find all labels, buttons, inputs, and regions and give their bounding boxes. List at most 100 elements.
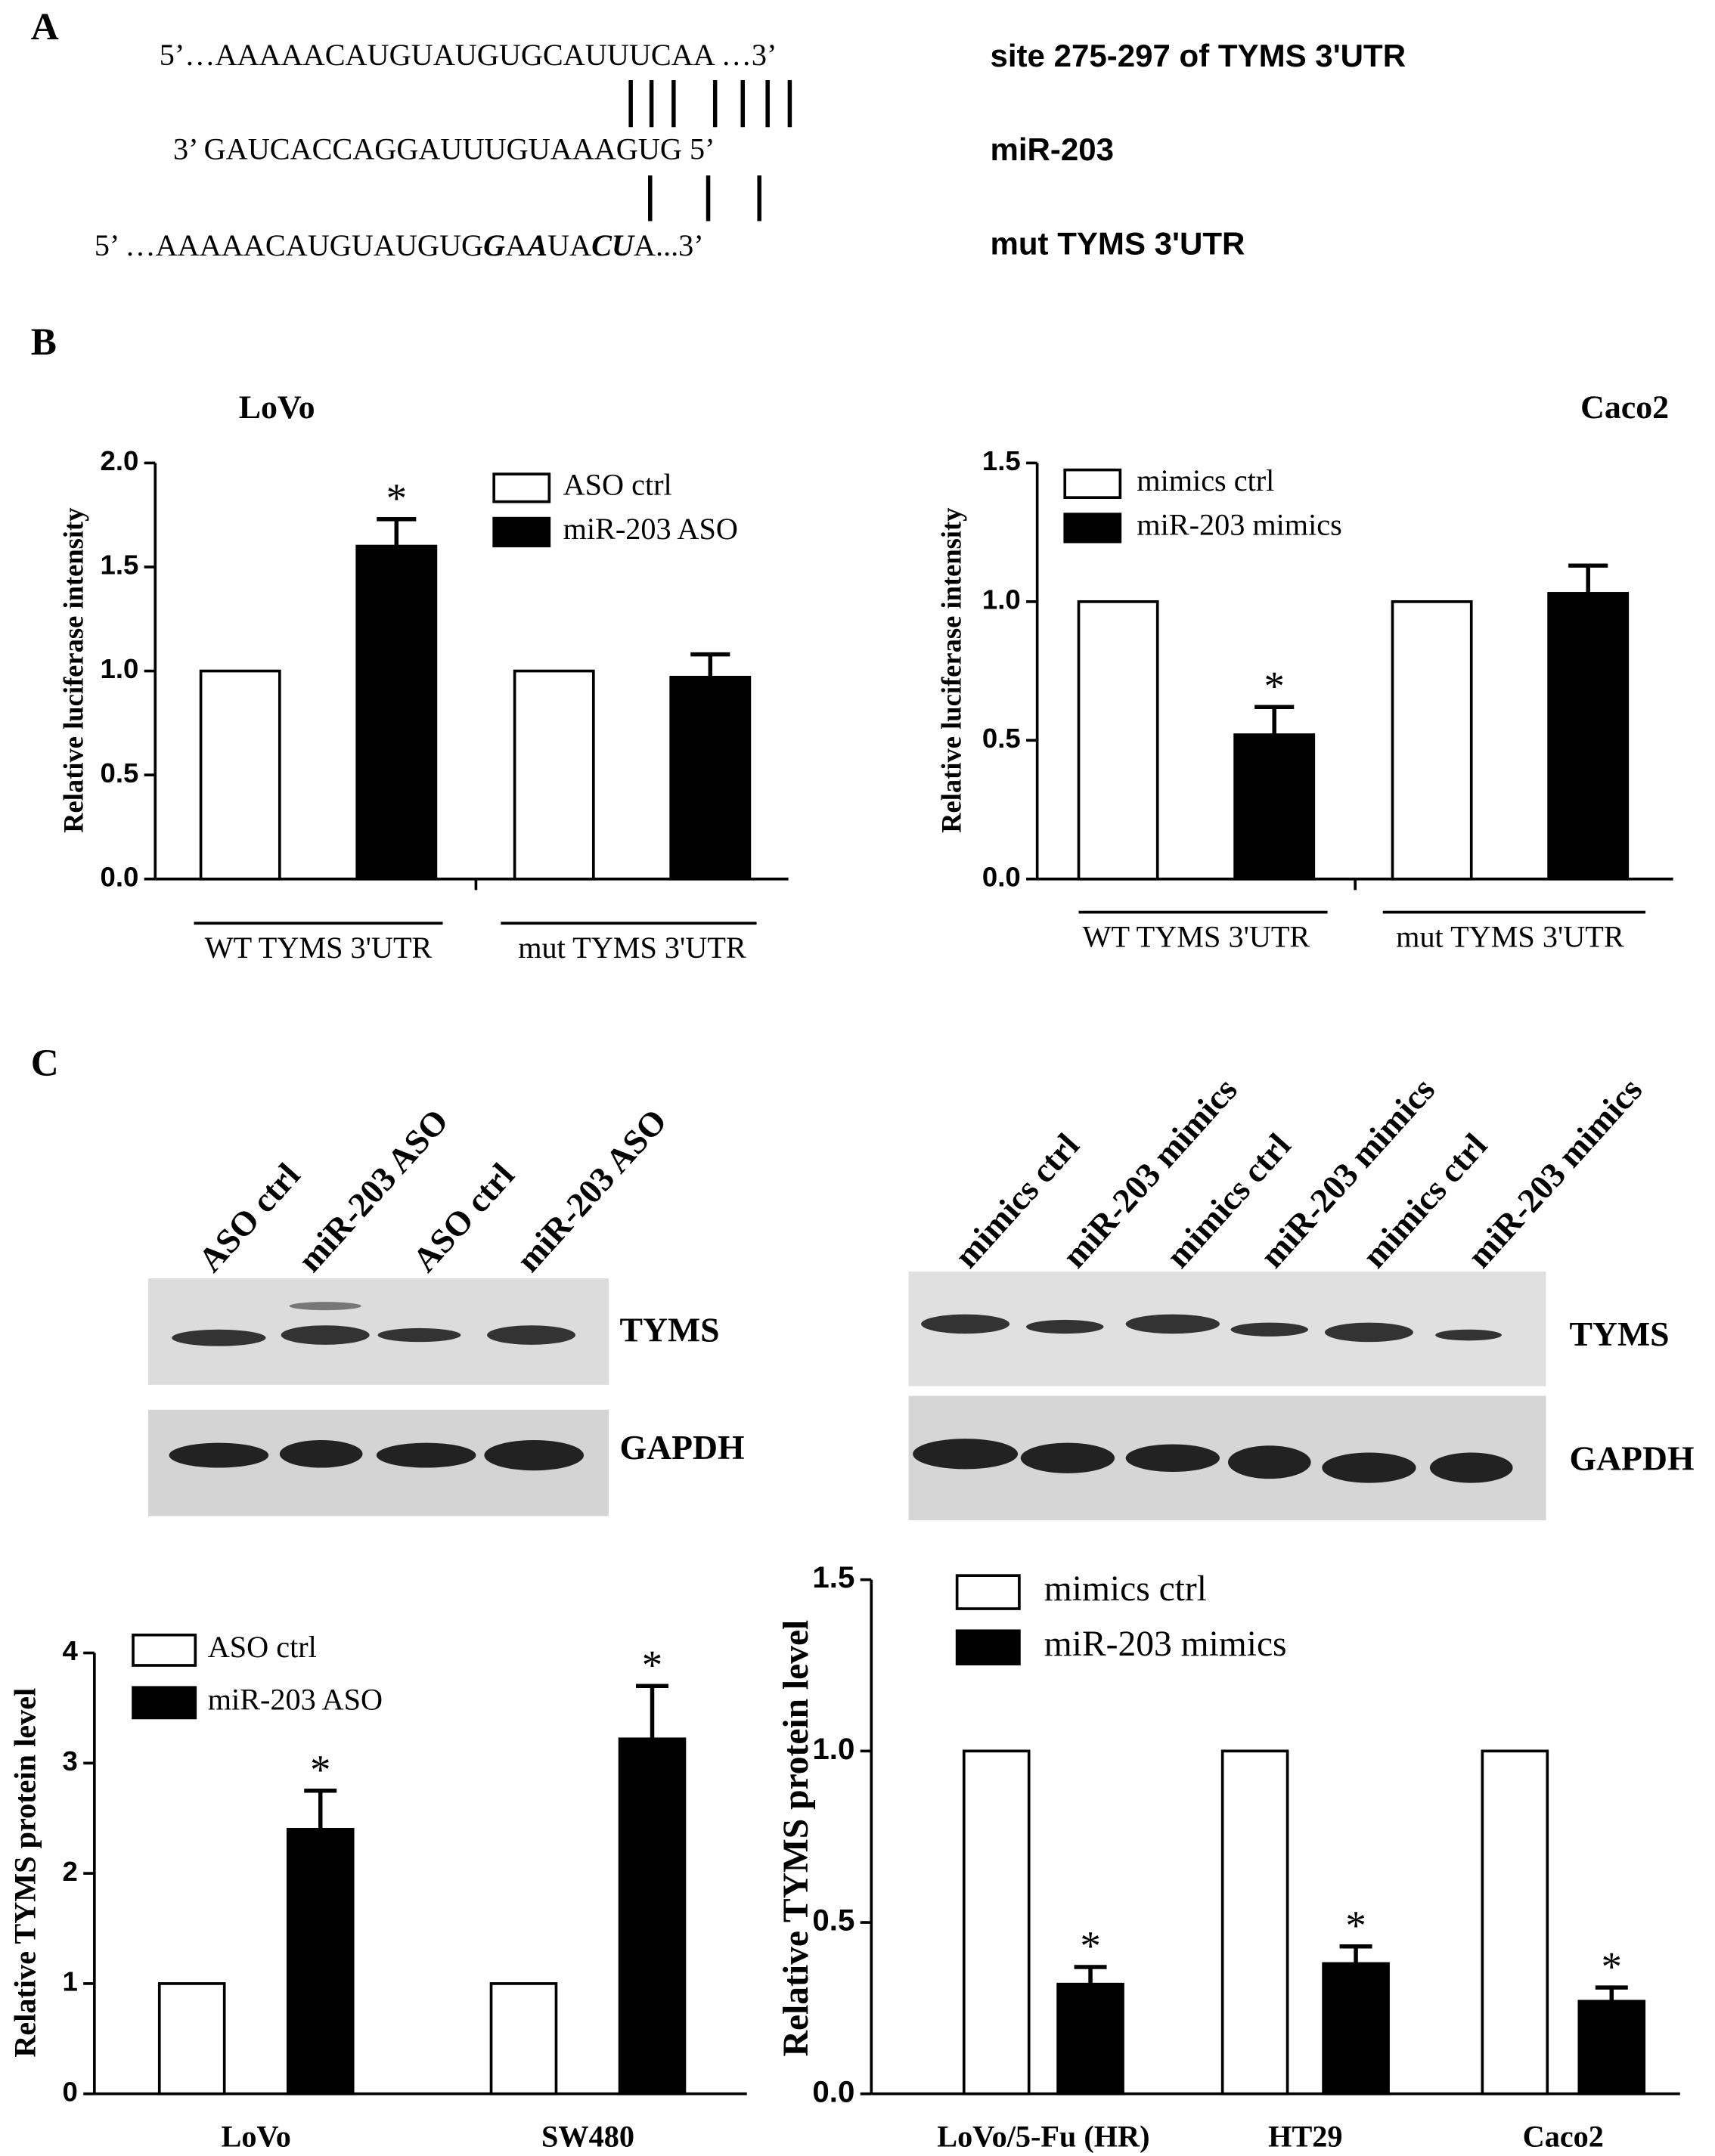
y-tick-label: 2: [63, 1856, 78, 1887]
y-tick-label: 3: [63, 1746, 78, 1777]
panel-label: A: [31, 5, 59, 48]
y-tick-label: 0.0: [812, 2074, 854, 2108]
legend-swatch: [492, 516, 551, 547]
y-tick-label: 1: [63, 1966, 78, 1997]
x-tick-label: LoVo: [222, 2119, 291, 2153]
bands: [921, 1314, 1502, 1343]
blot-row-label: GAPDH: [1570, 1439, 1695, 1478]
bands: [169, 1439, 585, 1471]
error-bar: [1339, 1944, 1372, 1964]
legend-label: miR-203 mimics: [1137, 508, 1341, 542]
significance-mark: *: [642, 1642, 662, 1688]
lane-label: miR-203 ASO: [509, 1101, 675, 1279]
legend-label: mimics ctrl: [1044, 1569, 1207, 1609]
bar-chart: 0.0 0.5 1.0 1.5 Relative TYMS protein level L…: [777, 1560, 1680, 2153]
panel-label: C: [31, 1042, 59, 1085]
y-tick-label: 1.5: [982, 445, 1021, 476]
y-axis-label: Relative luciferase intensity: [935, 508, 966, 833]
error-bar: [636, 1684, 668, 1739]
seq-part: CU: [591, 228, 635, 262]
significance-mark: *: [1345, 1902, 1366, 1948]
blot-right: TYMS GAPDH: [908, 1271, 1695, 1521]
bands: [172, 1302, 576, 1346]
legend-label: ASO ctrl: [563, 468, 672, 502]
bar: [1322, 1962, 1390, 2096]
panel-label: B: [31, 321, 57, 364]
seq-part: G: [483, 228, 505, 262]
seq-part: A: [525, 228, 547, 262]
lane-label: miR-203 mimics: [1459, 1070, 1649, 1275]
bar: [1077, 600, 1159, 881]
y-tick-label: 0: [63, 2076, 78, 2107]
mir-sequence: 3’ GAUCACCAGGAUUUGUAAAGUG 5’: [173, 132, 715, 166]
y-tick-label: 1.0: [982, 584, 1021, 615]
blot-row-label: GAPDH: [620, 1428, 745, 1467]
significance-mark: *: [1264, 663, 1284, 709]
wt-sequence: 5’…AAAAACAUGUAUGUGCAUUUCAA …3’: [160, 38, 777, 72]
bar: [1056, 1982, 1124, 2096]
seq-part: A...3’: [634, 228, 704, 262]
blot-row-label: TYMS: [620, 1311, 720, 1349]
y-tick-label: 0.5: [101, 757, 139, 788]
y-tick-label: 0.0: [101, 861, 139, 892]
bar: [1577, 2000, 1646, 2096]
bar: [157, 1982, 226, 2096]
seq-part: 5’ …AAAAACAUGUAUGUG: [95, 228, 483, 262]
x-tick-label: LoVo/5-Fu (HR): [937, 2119, 1149, 2153]
y-tick-label: 0.5: [812, 1904, 854, 1938]
legend-label: miR-203 ASO: [208, 1683, 383, 1717]
bar: [489, 1982, 558, 2096]
error-bar: [1074, 1965, 1107, 1984]
y-tick-label: 1.5: [101, 550, 139, 581]
legend-swatch: [955, 1629, 1021, 1665]
y-tick-label: 1.0: [101, 653, 139, 684]
legend-label: ASO ctrl: [208, 1630, 317, 1664]
bar: [199, 669, 281, 881]
error-bar: [1568, 563, 1608, 593]
legend-swatch: [132, 1686, 197, 1720]
bar: [618, 1737, 687, 2096]
y-tick-label: 2.0: [101, 445, 139, 476]
legend-label: miR-203 mimics: [1044, 1625, 1287, 1664]
x-tick-label: mut TYMS 3'UTR: [1396, 919, 1624, 953]
significance-mark: *: [1080, 1923, 1100, 1969]
seq-part: A: [505, 228, 527, 262]
x-tick-label: WT TYMS 3'UTR: [1083, 919, 1310, 953]
lane-label: miR-203 mimics: [1055, 1070, 1245, 1275]
bar: [513, 669, 595, 881]
x-tick-label: Caco2: [1523, 2119, 1604, 2153]
blot-row-label: TYMS: [1570, 1315, 1670, 1353]
y-axis-label: Relative luciferase intensity: [57, 508, 88, 833]
seq-part: UA: [547, 228, 591, 262]
bar: [286, 1827, 355, 2096]
legend-swatch: [1063, 513, 1122, 544]
bar: [1481, 1749, 1549, 2096]
error-bar: [1254, 705, 1295, 735]
y-tick-label: 4: [63, 1635, 79, 1666]
bar: [355, 544, 438, 881]
chart-title: LoVo: [239, 389, 315, 426]
site-label: site 275-297 of TYMS 3'UTR: [991, 38, 1406, 73]
chart-title: Caco2: [1580, 389, 1669, 426]
significance-mark: *: [1602, 1944, 1622, 1990]
y-tick-label: 1.0: [812, 1732, 854, 1766]
legend-swatch: [955, 1574, 1021, 1610]
x-tick-label: mut TYMS 3'UTR: [518, 931, 746, 965]
bar: [1391, 600, 1473, 881]
bar: [1547, 592, 1630, 881]
bar: [1220, 1749, 1289, 2096]
mut-sequence: 5’ …AAAAACAUGUAUGUGGAAUACUA...3’: [95, 228, 704, 262]
significance-mark: *: [310, 1746, 330, 1792]
y-tick-label: 0.5: [982, 723, 1021, 754]
bar-chart: 0 1 2 3 4 Relative TYMS protein level LoVo SW48…: [8, 1630, 747, 2153]
bar: [669, 676, 752, 881]
blot-left: TYMS GAPDH: [148, 1278, 745, 1516]
pairing-lines: [628, 80, 792, 221]
lane-label: ASO ctrl: [405, 1156, 521, 1279]
bands: [913, 1439, 1513, 1483]
y-tick-label: 1.5: [812, 1560, 854, 1594]
legend-swatch: [492, 472, 551, 503]
x-tick-label: SW480: [541, 2119, 634, 2153]
